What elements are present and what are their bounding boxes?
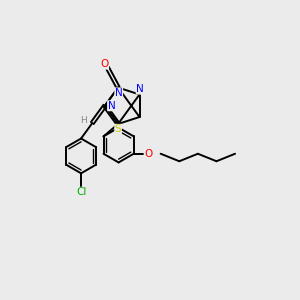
Text: N: N: [108, 101, 116, 111]
Text: H: H: [80, 116, 87, 125]
Text: Cl: Cl: [76, 187, 86, 197]
Text: N: N: [136, 84, 144, 94]
Text: N: N: [115, 88, 123, 98]
Text: O: O: [144, 149, 152, 159]
Text: S: S: [115, 124, 122, 134]
Text: O: O: [100, 59, 109, 69]
